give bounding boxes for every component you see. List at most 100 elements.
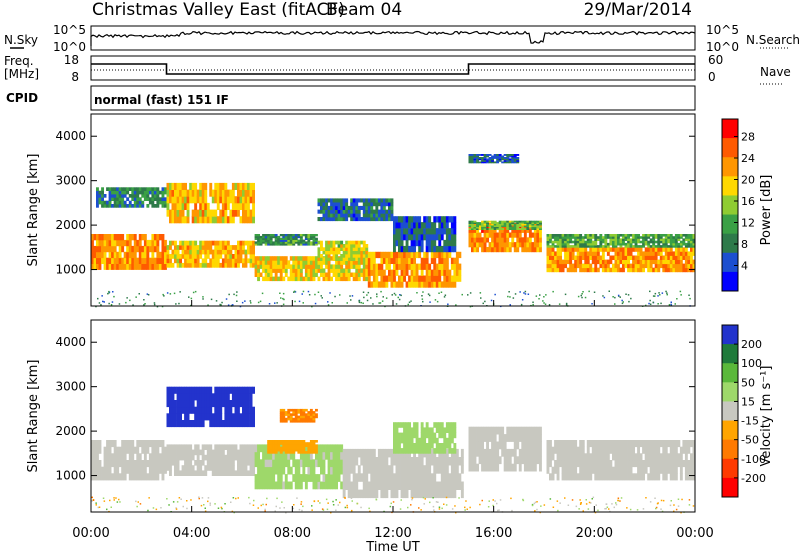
data-cell [98,473,102,481]
data-cell [211,465,215,471]
data-cell [146,473,150,481]
data-cell [252,216,255,224]
data-cell [684,267,688,273]
data-cell [332,459,336,468]
data-cell [574,242,578,246]
data-cell [272,241,276,244]
data-cell [659,453,663,461]
data-cell [405,234,409,241]
speckle [668,304,671,306]
data-cell [284,420,288,423]
data-cell [612,446,615,454]
data-cell [692,234,696,237]
data-cell [340,202,344,207]
data-cell [98,460,102,468]
data-cell [400,245,404,253]
data-cell [549,259,552,265]
data-cell [435,465,439,474]
data-cell [438,263,442,270]
data-cell [108,190,112,195]
data-cell [458,269,462,276]
data-cell [679,242,683,246]
data-cell [247,460,250,466]
data-cell [579,259,583,265]
data-cell [420,473,424,482]
data-cell [111,251,114,259]
data-cell [317,451,321,460]
data-cell [96,440,99,448]
data-cell [370,205,374,210]
data-cell [571,245,575,248]
data-cell [674,259,678,265]
data-cell [294,442,298,445]
data-cell [443,465,447,474]
data-cell [355,250,359,255]
speckle [536,501,538,503]
colorbar-tick-label: 12 [741,217,755,230]
data-cell [526,220,530,223]
data-cell [574,446,578,454]
data-cell [279,241,283,244]
data-cell [204,444,208,450]
data-cell [133,257,137,264]
speckle [137,501,139,503]
data-cell [191,454,195,461]
data-cell [599,259,603,265]
data-cell [287,451,291,454]
data-cell [634,247,638,252]
data-cell [96,204,99,208]
data-cell [262,459,265,468]
speckle [232,497,235,499]
data-cell [468,228,472,230]
data-cell [365,213,369,218]
speckle [645,497,647,499]
speckle [179,291,181,293]
data-cell [194,202,198,210]
data-cell [503,161,507,164]
data-cell [569,453,573,461]
data-cell [612,236,615,239]
data-cell [169,393,172,401]
data-cell [591,460,595,468]
data-cell [642,466,645,474]
data-cell [498,220,502,223]
data-cell [166,202,170,210]
data-cell [508,155,512,158]
data-cell [619,234,623,237]
speckle [294,291,297,293]
data-cell [647,446,651,454]
data-cell [161,257,165,264]
data-cell [106,245,109,253]
speckle [182,505,184,508]
data-cell [516,220,520,223]
data-cell [292,413,296,416]
data-cell [468,155,472,158]
data-cell [410,275,414,282]
speckle [146,293,149,295]
data-cell [609,267,613,273]
data-cell [194,258,198,264]
data-cell [179,420,182,428]
data-cell [511,220,515,223]
data-cell [141,204,145,208]
data-cell [219,400,223,408]
data-cell [113,245,117,253]
data-cell [664,255,668,260]
data-cell [365,217,369,222]
data-cell [267,243,271,246]
speckle [605,503,608,505]
data-cell [186,386,190,394]
data-cell [103,234,107,241]
data-cell [239,449,243,456]
data-cell [662,263,666,269]
data-cell [403,457,406,466]
data-cell [606,446,610,454]
data-cell [644,247,648,252]
data-cell [367,257,371,264]
data-cell [398,275,401,282]
data-cell [252,413,255,421]
data-cell [242,386,245,394]
data-cell [596,267,600,273]
speckle [654,295,656,297]
data-cell [476,247,479,253]
